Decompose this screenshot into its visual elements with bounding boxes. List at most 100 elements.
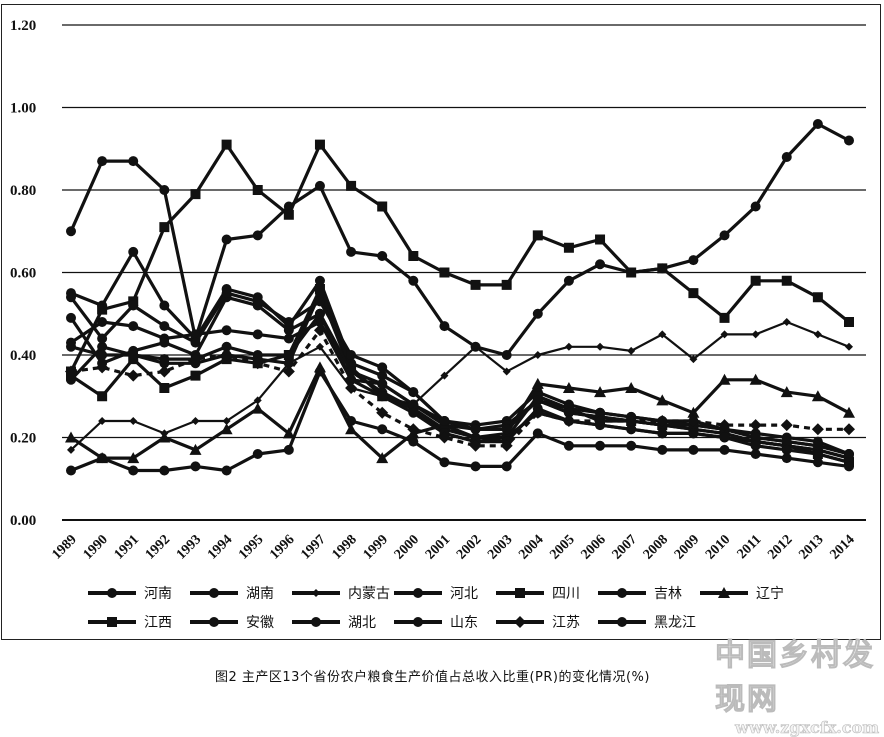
x-tick-label: 2014 xyxy=(827,532,857,562)
square-marker-icon xyxy=(532,230,543,241)
x-tick-label: 1990 xyxy=(81,532,111,562)
square-marker-icon xyxy=(97,304,108,315)
legend-label: 河南 xyxy=(144,586,172,602)
series-line xyxy=(69,291,850,460)
diamond-marker-icon xyxy=(500,439,513,452)
circle-marker-icon xyxy=(595,440,606,451)
x-tick-label: 1995 xyxy=(236,532,266,562)
watermark-url: www.zgxcfx.com xyxy=(735,718,880,737)
square-marker-icon xyxy=(221,139,232,150)
circle-marker-icon xyxy=(159,300,170,311)
x-tick-label: 1989 xyxy=(49,532,79,562)
circle-marker-icon xyxy=(413,588,423,598)
square-marker-icon xyxy=(501,279,512,290)
series-line xyxy=(70,365,850,460)
triangle-marker-icon xyxy=(594,386,607,398)
circle-marker-icon xyxy=(128,156,139,167)
triangle-marker-icon xyxy=(656,394,669,406)
diamond-marker-icon xyxy=(531,406,544,419)
circle-marker-icon xyxy=(781,436,792,447)
circle-marker-icon xyxy=(377,391,388,402)
circle-marker-icon xyxy=(221,325,232,336)
circle-marker-icon xyxy=(844,135,854,146)
x-axis-ticks: 1989 1990 1991 1992 1993 1994 1995 1996 1997 1998… xyxy=(49,532,857,562)
legend-label: 湖北 xyxy=(348,615,376,631)
series-line xyxy=(69,143,850,373)
y-tick-label: 0.40 xyxy=(10,348,36,364)
triangle-marker-icon xyxy=(687,406,700,418)
circle-marker-icon xyxy=(314,366,325,377)
circle-marker-icon xyxy=(750,432,761,443)
circle-marker-icon xyxy=(657,428,668,439)
square-marker-icon xyxy=(439,267,450,278)
circle-marker-icon xyxy=(470,424,481,435)
circle-marker-icon xyxy=(128,350,139,360)
x-tick-label: 1998 xyxy=(330,532,360,562)
square-marker-icon xyxy=(252,185,263,195)
circle-marker-icon xyxy=(283,325,294,336)
diamond-marker-icon xyxy=(843,423,855,436)
small-diamond-marker-icon xyxy=(253,396,262,405)
y-tick-label: 0.20 xyxy=(10,431,36,447)
x-tick-label: 2004 xyxy=(516,532,546,562)
diamond-marker-icon xyxy=(780,419,793,432)
circle-marker-icon xyxy=(501,424,512,435)
circle-marker-icon xyxy=(812,457,823,468)
circle-marker-icon xyxy=(532,428,543,439)
circle-marker-icon xyxy=(439,416,450,426)
circle-marker-icon xyxy=(532,395,543,406)
legend-label: 吉林 xyxy=(654,586,682,602)
x-tick-label: 2000 xyxy=(392,532,422,562)
x-tick-label: 2011 xyxy=(735,532,765,562)
small-diamond-marker-icon xyxy=(813,330,822,339)
series-黑龙江 xyxy=(66,366,854,476)
circle-marker-icon xyxy=(532,308,543,319)
x-tick-label: 1991 xyxy=(112,532,142,562)
circle-marker-icon xyxy=(377,424,388,435)
circle-marker-icon xyxy=(221,234,232,245)
circle-marker-icon xyxy=(221,288,232,299)
circle-marker-icon xyxy=(626,440,637,451)
y-axis-ticks: 0.00 0.20 0.40 0.60 0.80 1.00 1.20 xyxy=(10,18,36,529)
legend-label: 河北 xyxy=(450,586,478,602)
triangle-marker-icon xyxy=(749,373,762,385)
circle-marker-icon xyxy=(719,432,730,443)
diamond-marker-icon xyxy=(687,415,700,427)
circle-marker-icon xyxy=(781,453,792,464)
circle-marker-icon xyxy=(688,428,699,439)
legend-item: 江苏 xyxy=(496,615,580,631)
circle-marker-icon xyxy=(66,292,76,303)
diamond-marker-icon xyxy=(345,382,358,394)
circle-marker-icon xyxy=(97,350,108,360)
diamond-marker-icon xyxy=(469,439,482,452)
diamond-marker-icon xyxy=(158,365,171,378)
circle-marker-icon xyxy=(159,321,170,332)
small-diamond-marker-icon xyxy=(98,417,107,425)
circle-marker-icon xyxy=(617,588,627,598)
circle-marker-icon xyxy=(314,308,325,319)
diamond-marker-icon xyxy=(127,369,140,382)
legend-item: 四川 xyxy=(496,586,580,602)
y-tick-label: 0.80 xyxy=(10,183,36,199)
legend-item: 河北 xyxy=(394,586,478,602)
series-line xyxy=(69,291,850,456)
triangle-marker-icon xyxy=(65,431,77,443)
x-tick-label: 2010 xyxy=(703,532,733,562)
circle-marker-icon xyxy=(190,337,201,348)
y-tick-label: 0.00 xyxy=(10,513,36,529)
circle-marker-icon xyxy=(750,449,761,459)
small-diamond-marker-icon xyxy=(720,330,729,339)
x-tick-label: 2003 xyxy=(485,532,515,562)
series-河南 xyxy=(66,119,854,360)
series-辽宁 xyxy=(65,361,855,464)
series-line xyxy=(69,122,850,357)
circle-marker-icon xyxy=(346,350,357,360)
circle-marker-icon xyxy=(128,465,139,476)
square-marker-icon xyxy=(408,251,419,261)
small-diamond-marker-icon xyxy=(312,589,320,597)
circle-marker-icon xyxy=(283,444,294,455)
watermark-title: 中国乡村发现网 xyxy=(715,638,875,718)
circle-marker-icon xyxy=(314,275,325,286)
circle-marker-icon xyxy=(408,387,419,398)
circle-marker-icon xyxy=(159,185,170,195)
